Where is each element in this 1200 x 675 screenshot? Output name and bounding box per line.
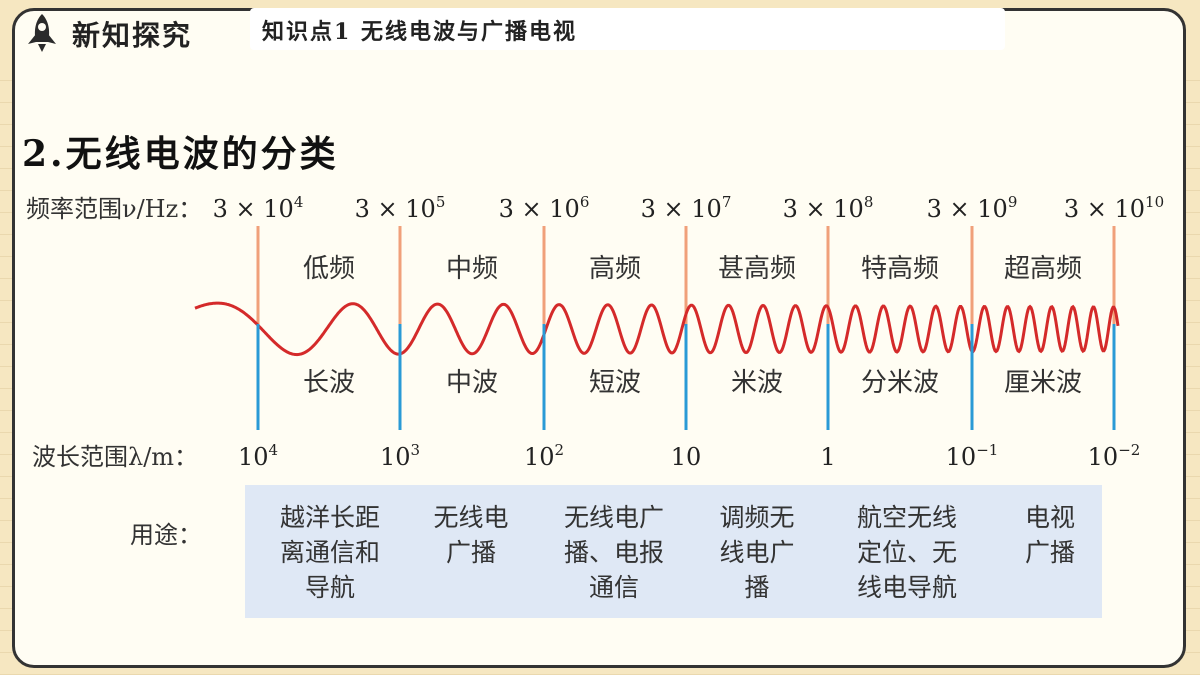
- usage-label: 用途：: [130, 521, 202, 549]
- usage-box: [245, 485, 1102, 618]
- wavelength-markers: [256, 324, 1116, 430]
- usage-item-1: 无线电 广播: [433, 503, 509, 567]
- main-heading: 2.无线电波的分类: [22, 133, 339, 175]
- wave-band-2: 短波: [589, 368, 641, 398]
- frequency-tick-exponent-1: 5: [436, 193, 446, 211]
- frequency-tick-4: 3 × 108: [783, 193, 874, 223]
- frequency-tick-exponent-3: 7: [722, 193, 732, 211]
- frequency-tick-exponent-4: 8: [864, 193, 874, 211]
- frequency-band-3: 甚高频: [718, 254, 796, 284]
- wave-band-0: 长波: [303, 368, 355, 398]
- wavelength-tick-exponent-1: 3: [411, 441, 421, 459]
- usage-item-4: 航空无线 定位、无 线电导航: [856, 503, 957, 602]
- wavelength-tick-exponent-0: 4: [269, 441, 279, 459]
- usage-item-0: 越洋长距 离通信和 导航: [279, 503, 380, 602]
- wavelength-tick-exponent-5: −1: [976, 441, 998, 459]
- wavelength-tick-1: 103: [380, 441, 420, 471]
- frequency-row-label: 频率范围ν/Hz：: [26, 195, 202, 223]
- frequency-band-labels: 低频 中频 高频 甚高频 特高频 超高频: [303, 254, 1082, 284]
- topic-box: [250, 8, 1005, 50]
- frequency-tick-exponent-5: 9: [1008, 193, 1018, 211]
- usage-item-5: 电视 广播: [1024, 503, 1075, 567]
- frequency-band-1: 中频: [446, 254, 498, 284]
- wavelength-tick-6: 10−2: [1088, 441, 1141, 471]
- frequency-tick-1: 3 × 105: [355, 193, 446, 223]
- usage-item-2: 无线电广 播、电报 通信: [563, 503, 664, 602]
- frequency-band-5: 超高频: [1004, 254, 1082, 284]
- frequency-band-2: 高频: [589, 254, 641, 284]
- wave-band-4: 分米波: [861, 368, 939, 398]
- wave-band-3: 米波: [731, 368, 783, 398]
- wavelength-tick-4: 1: [820, 443, 835, 471]
- wavelength-ticks: 104 103 102 10 1 10−1 10−2: [238, 441, 1140, 471]
- frequency-markers: [256, 226, 1116, 326]
- wavelength-tick-3: 10: [671, 443, 702, 471]
- frequency-tick-exponent-0: 4: [294, 193, 304, 211]
- wavelength-tick-exponent-2: 2: [555, 441, 565, 459]
- frequency-tick-0: 3 × 104: [213, 193, 304, 223]
- frequency-tick-2: 3 × 106: [499, 193, 590, 223]
- frequency-tick-exponent-6: 10: [1145, 193, 1164, 211]
- wave-band-labels: 长波 中波 短波 米波 分米波 厘米波: [303, 368, 1082, 398]
- section-title: 新知探究: [72, 19, 193, 52]
- wave-band-1: 中波: [446, 368, 498, 398]
- wavelength-tick-exponent-6: −2: [1118, 441, 1140, 459]
- radio-wave-curve: [194, 301, 1120, 357]
- frequency-band-0: 低频: [303, 254, 355, 284]
- frequency-tick-3: 3 × 107: [641, 193, 732, 223]
- usage-item-3: 调频无 线电广 播: [719, 503, 795, 602]
- wavelength-tick-0: 104: [238, 441, 278, 471]
- frequency-tick-6: 3 × 1010: [1064, 193, 1164, 223]
- wavelength-tick-5: 10−1: [946, 441, 999, 471]
- wave-band-5: 厘米波: [1004, 368, 1082, 398]
- frequency-tick-5: 3 × 109: [927, 193, 1018, 223]
- wavelength-tick-2: 102: [524, 441, 564, 471]
- frequency-tick-exponent-2: 6: [580, 193, 590, 211]
- wavelength-row-label: 波长范围λ/m：: [32, 443, 198, 471]
- frequency-band-4: 特高频: [861, 254, 939, 284]
- topic-title: 知识点1 无线电波与广播电视: [262, 19, 577, 45]
- frequency-ticks: 3 × 104 3 × 105 3 × 106 3 × 107 3 × 108 3 × 1…: [213, 193, 1165, 223]
- rocket-icon: [28, 14, 56, 52]
